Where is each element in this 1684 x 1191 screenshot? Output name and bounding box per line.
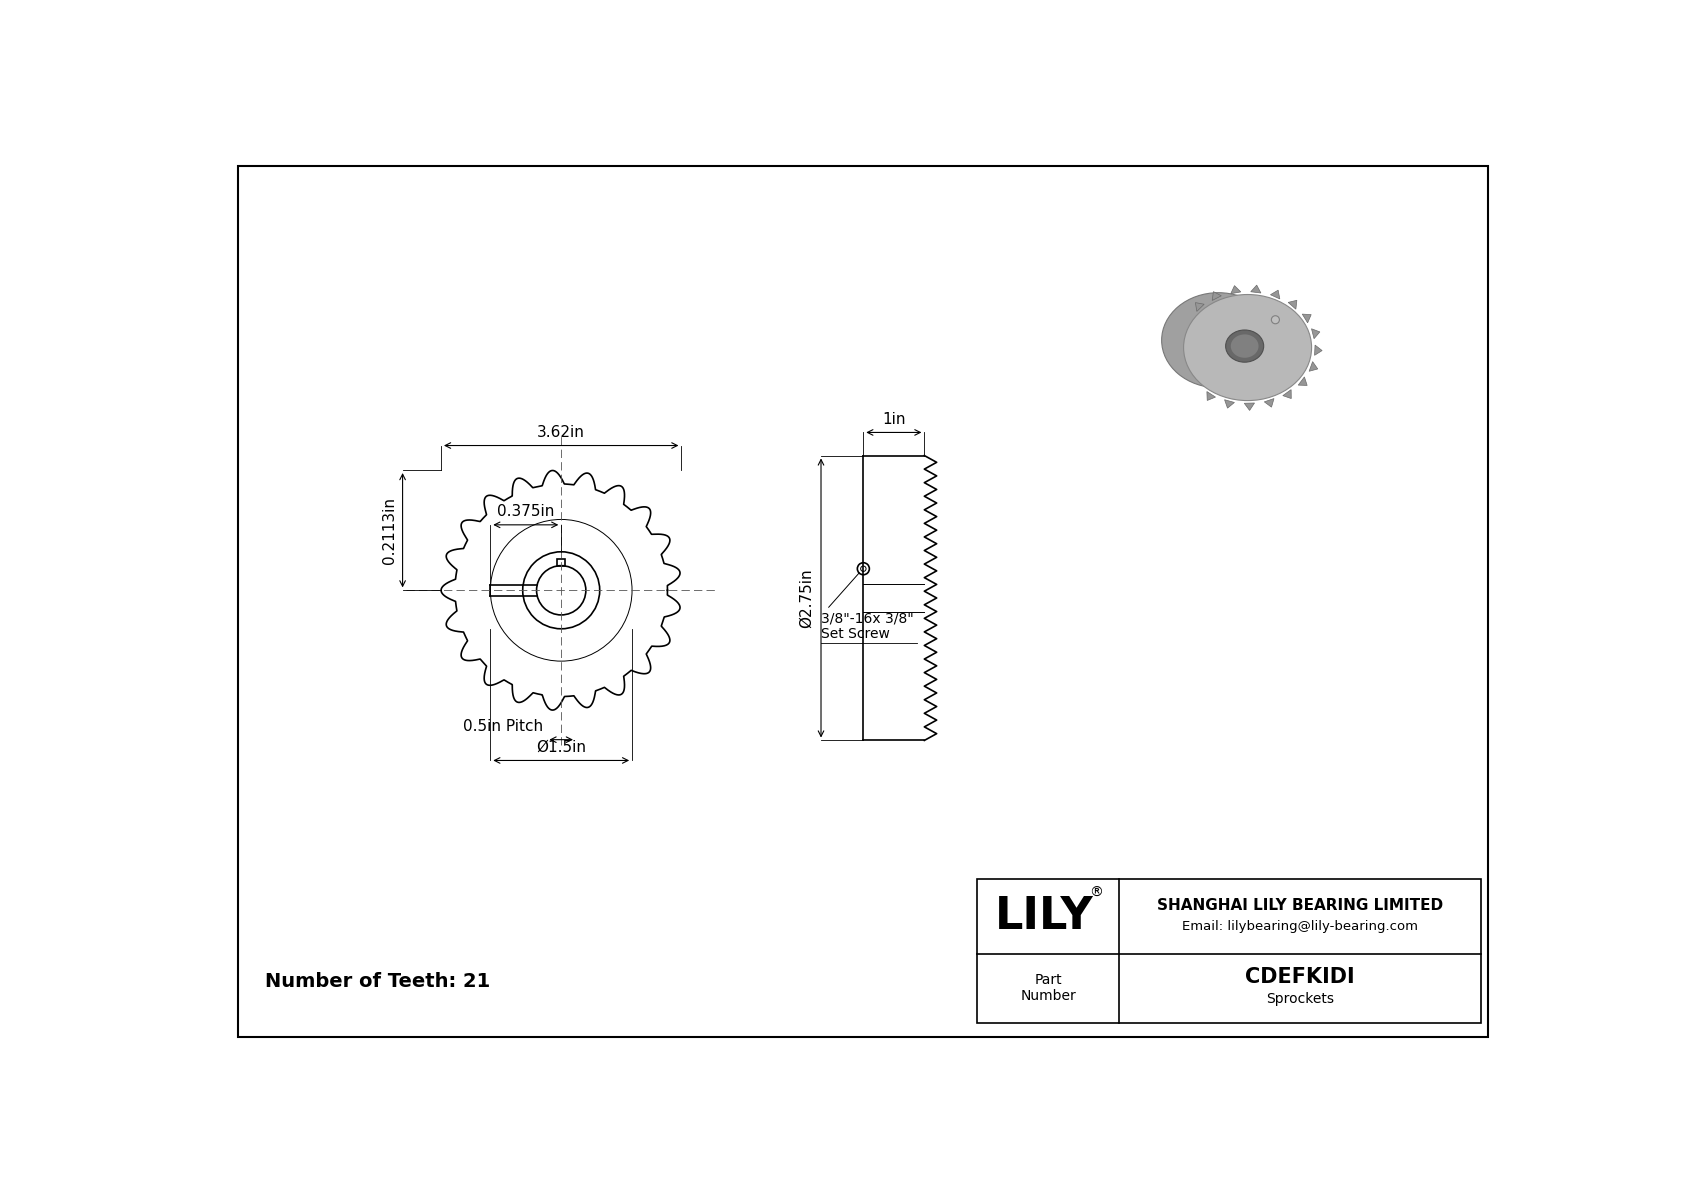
Ellipse shape xyxy=(1162,293,1275,388)
Polygon shape xyxy=(1288,300,1297,310)
Text: CDEFKIDI: CDEFKIDI xyxy=(1244,967,1356,987)
Polygon shape xyxy=(1302,314,1312,323)
Polygon shape xyxy=(1231,286,1241,294)
Text: Ø2.75in: Ø2.75in xyxy=(800,568,813,628)
Text: Number of Teeth: 21: Number of Teeth: 21 xyxy=(264,972,490,991)
Polygon shape xyxy=(1283,389,1292,399)
Circle shape xyxy=(1271,316,1280,324)
Text: 1in: 1in xyxy=(882,412,906,428)
Text: Part
Number: Part Number xyxy=(1021,973,1076,1004)
Text: Sprockets: Sprockets xyxy=(1266,992,1334,1006)
Text: 0.5in Pitch: 0.5in Pitch xyxy=(463,719,542,735)
Polygon shape xyxy=(1312,329,1320,338)
Polygon shape xyxy=(1196,303,1204,311)
Text: 3.62in: 3.62in xyxy=(537,425,584,441)
Text: 0.2113in: 0.2113in xyxy=(382,497,397,563)
Polygon shape xyxy=(1298,376,1307,386)
Polygon shape xyxy=(1212,292,1221,300)
Polygon shape xyxy=(1244,403,1255,411)
Polygon shape xyxy=(1207,392,1216,400)
Polygon shape xyxy=(1251,285,1261,293)
Bar xyxy=(977,879,1480,1023)
Ellipse shape xyxy=(1231,335,1258,357)
Text: Ø1.5in: Ø1.5in xyxy=(536,740,586,755)
Text: ®: ® xyxy=(1090,886,1103,900)
Text: Email: lilybearing@lily-bearing.com: Email: lilybearing@lily-bearing.com xyxy=(1182,919,1418,933)
Polygon shape xyxy=(1265,399,1275,407)
Ellipse shape xyxy=(1226,330,1263,362)
Polygon shape xyxy=(1308,362,1319,372)
Ellipse shape xyxy=(1184,294,1312,400)
Polygon shape xyxy=(1224,400,1234,409)
Polygon shape xyxy=(1315,345,1322,355)
Text: 0.375in: 0.375in xyxy=(497,505,554,519)
Polygon shape xyxy=(1270,291,1280,299)
Text: SHANGHAI LILY BEARING LIMITED: SHANGHAI LILY BEARING LIMITED xyxy=(1157,898,1443,913)
Text: 3/8"-16x 3/8"
Set Screw: 3/8"-16x 3/8" Set Screw xyxy=(822,611,914,641)
Text: LILY: LILY xyxy=(995,894,1093,937)
